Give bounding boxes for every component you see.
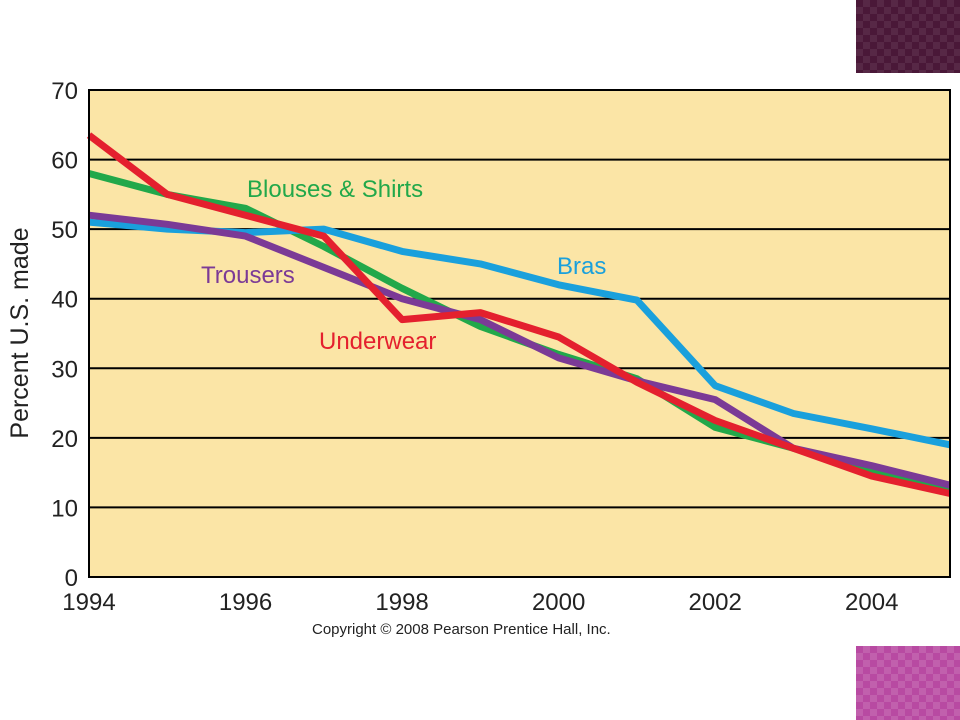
plot-border: [88, 89, 951, 578]
x-tick-label: 2000: [532, 589, 585, 616]
y-tick-label: 10: [51, 495, 78, 522]
decorative-corner-bottom: [856, 646, 960, 720]
y-tick-label: 40: [51, 287, 78, 314]
series-label-bras: Bras: [557, 253, 606, 280]
series-label-trousers: Trousers: [201, 262, 295, 289]
decorative-corner-top: [856, 0, 960, 73]
y-tick-label: 0: [65, 565, 78, 592]
x-tick-label: 2004: [845, 589, 898, 616]
y-tick-label: 30: [51, 356, 78, 383]
y-tick-label: 20: [51, 426, 78, 453]
x-tick-label: 1996: [219, 589, 272, 616]
y-tick-label: 70: [51, 78, 78, 105]
y-tick-label: 60: [51, 148, 78, 175]
series-label-underwear: Underwear: [319, 328, 436, 355]
x-tick-label: 1998: [375, 589, 428, 616]
plot-area: [89, 90, 950, 577]
x-tick-label: 2002: [688, 589, 741, 616]
series-label-blouses-shirts: Blouses & Shirts: [247, 176, 423, 203]
x-tick-labels: 1994 1996 1998 2000 2002 2004: [62, 589, 898, 616]
y-axis-label: Percent U.S. made: [6, 227, 34, 438]
y-tick-labels: 0 10 20 30 40 50 60 70: [51, 78, 78, 592]
y-tick-label: 50: [51, 217, 78, 244]
series-lines: [86, 132, 951, 497]
x-tick-label: 1994: [62, 589, 115, 616]
series-line-underwear: [86, 132, 951, 497]
copyright-notice: Copyright © 2008 Pearson Prentice Hall, …: [312, 621, 611, 638]
